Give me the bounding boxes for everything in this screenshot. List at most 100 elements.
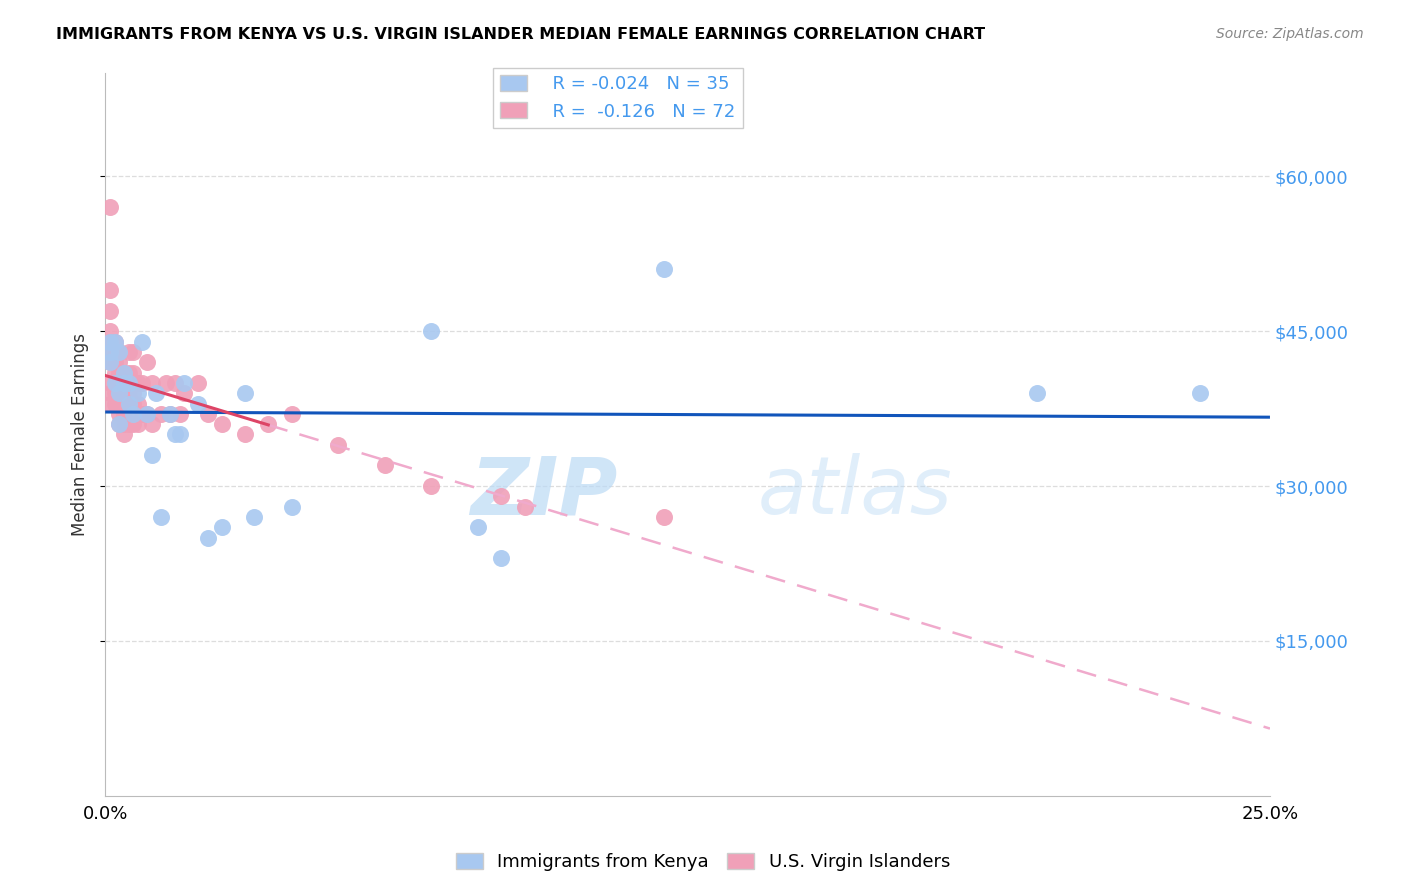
Point (280, 407, 302, 421)
Point (103, 376, 125, 390)
Point (211, 520, 233, 534)
Point (652, 262, 675, 277)
Point (159, 407, 181, 421)
Point (117, 417, 139, 432)
Point (103, 386, 125, 401)
Point (165, 427, 187, 442)
Y-axis label: Median Female Earnings: Median Female Earnings (72, 333, 89, 536)
Point (108, 345, 131, 359)
Point (136, 407, 159, 421)
Point (122, 396, 145, 410)
Point (141, 376, 163, 390)
Point (489, 490, 512, 504)
Point (187, 376, 209, 390)
Point (108, 396, 131, 410)
Point (257, 417, 280, 432)
Point (108, 345, 131, 359)
Point (280, 500, 302, 514)
Point (173, 376, 195, 390)
Point (112, 417, 135, 432)
Point (127, 386, 149, 401)
Point (211, 417, 233, 432)
Point (117, 376, 139, 390)
Point (141, 417, 163, 432)
Point (98, 345, 121, 359)
Point (103, 334, 125, 349)
Point (117, 396, 139, 410)
Point (103, 376, 125, 390)
Point (108, 386, 131, 401)
Point (187, 396, 209, 410)
Point (467, 520, 489, 534)
Point (112, 407, 135, 421)
Point (513, 500, 536, 514)
Point (98, 334, 121, 349)
Point (652, 510, 675, 524)
Point (489, 551, 512, 566)
Text: ZIP: ZIP (471, 453, 617, 532)
Point (98, 355, 121, 369)
Point (103, 355, 125, 369)
Point (420, 479, 443, 493)
Point (98, 386, 121, 401)
Point (112, 386, 135, 401)
Point (169, 427, 191, 442)
Point (131, 334, 153, 349)
Point (112, 427, 135, 442)
Point (420, 324, 443, 338)
Point (98, 376, 121, 390)
Legend:   R = -0.024   N = 35,   R =  -0.126   N = 72: R = -0.024 N = 35, R = -0.126 N = 72 (492, 68, 742, 128)
Point (117, 345, 139, 359)
Point (108, 355, 131, 369)
Point (1026, 386, 1049, 401)
Point (108, 366, 131, 380)
Point (131, 407, 153, 421)
Point (374, 458, 396, 473)
Point (136, 355, 159, 369)
Point (112, 376, 135, 390)
Point (98, 283, 121, 297)
Point (150, 510, 173, 524)
Point (165, 376, 187, 390)
Point (108, 407, 131, 421)
Point (1189, 386, 1212, 401)
Point (98, 345, 121, 359)
Text: atlas: atlas (758, 453, 952, 532)
Point (112, 376, 135, 390)
Point (197, 407, 219, 421)
Point (127, 396, 149, 410)
Point (98, 324, 121, 338)
Point (127, 376, 149, 390)
Point (117, 376, 139, 390)
Point (103, 366, 125, 380)
Point (103, 334, 125, 349)
Point (197, 531, 219, 545)
Point (98, 355, 121, 369)
Point (112, 366, 135, 380)
Point (98, 303, 121, 318)
Point (108, 417, 131, 432)
Point (122, 345, 145, 359)
Point (122, 366, 145, 380)
Point (98, 201, 121, 215)
Text: IMMIGRANTS FROM KENYA VS U.S. VIRGIN ISLANDER MEDIAN FEMALE EARNINGS CORRELATION: IMMIGRANTS FROM KENYA VS U.S. VIRGIN ISL… (56, 27, 986, 42)
Point (122, 376, 145, 390)
Point (112, 366, 135, 380)
Point (117, 407, 139, 421)
Point (127, 417, 149, 432)
Point (131, 376, 153, 390)
Point (122, 417, 145, 432)
Point (122, 407, 145, 421)
Point (328, 438, 350, 452)
Point (117, 366, 139, 380)
Point (155, 376, 177, 390)
Point (103, 345, 125, 359)
Text: Source: ZipAtlas.com: Source: ZipAtlas.com (1216, 27, 1364, 41)
Point (112, 396, 135, 410)
Point (122, 386, 145, 401)
Point (103, 396, 125, 410)
Point (117, 396, 139, 410)
Point (141, 448, 163, 462)
Point (145, 386, 167, 401)
Point (136, 407, 159, 421)
